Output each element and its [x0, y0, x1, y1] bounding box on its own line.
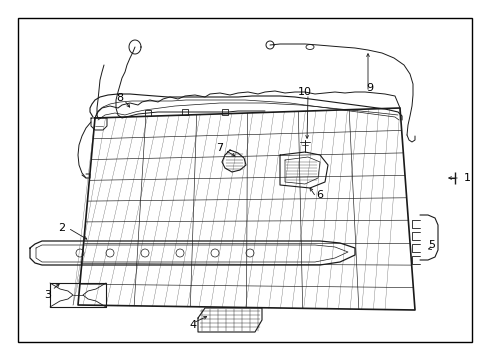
Circle shape	[106, 249, 114, 257]
Text: 5: 5	[428, 240, 436, 250]
Text: 9: 9	[367, 83, 373, 93]
Ellipse shape	[306, 45, 314, 50]
Text: 1: 1	[464, 173, 470, 183]
Text: 4: 4	[190, 320, 196, 330]
Text: 8: 8	[117, 93, 123, 103]
Circle shape	[211, 249, 219, 257]
Text: 6: 6	[317, 190, 323, 200]
Circle shape	[76, 249, 84, 257]
Bar	[145, 110, 151, 116]
Bar	[222, 109, 228, 115]
Bar	[182, 109, 188, 115]
Text: 10: 10	[298, 87, 312, 97]
Text: 2: 2	[58, 223, 66, 233]
Text: 3: 3	[45, 290, 51, 300]
Circle shape	[246, 249, 254, 257]
Circle shape	[141, 249, 149, 257]
Text: 7: 7	[217, 143, 223, 153]
Circle shape	[176, 249, 184, 257]
